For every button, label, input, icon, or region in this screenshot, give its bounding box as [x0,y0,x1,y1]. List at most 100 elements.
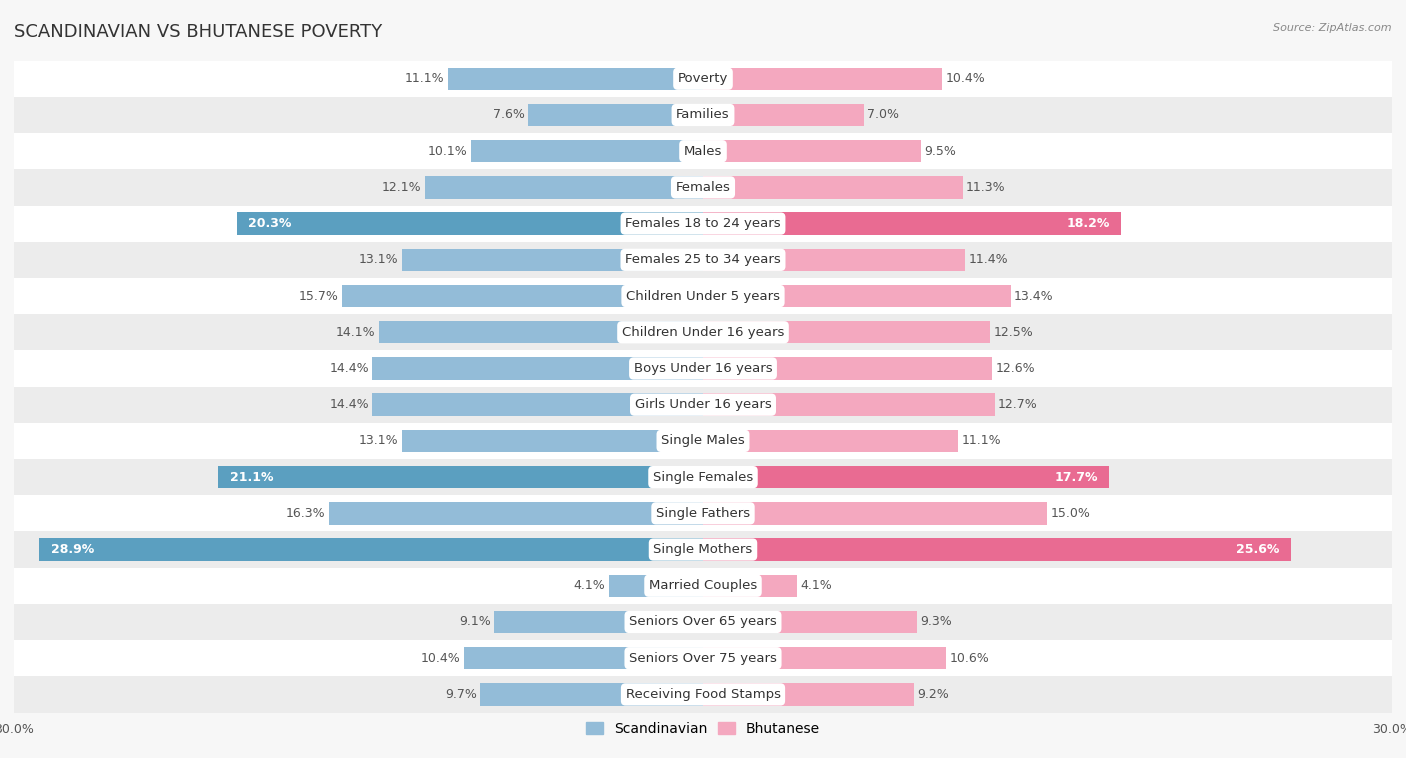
Bar [464,647,703,669]
Bar [14,350,1392,387]
Text: 9.1%: 9.1% [458,615,491,628]
Text: SCANDINAVIAN VS BHUTANESE POVERTY: SCANDINAVIAN VS BHUTANESE POVERTY [14,23,382,41]
Text: Single Mothers: Single Mothers [654,543,752,556]
Text: Single Males: Single Males [661,434,745,447]
Bar [703,357,993,380]
Bar [14,423,1392,459]
Text: 4.1%: 4.1% [574,579,606,592]
Bar [14,278,1392,314]
Bar [703,104,863,126]
Text: 12.1%: 12.1% [382,181,422,194]
Bar [39,538,703,561]
Text: Single Fathers: Single Fathers [657,507,749,520]
Text: Receiving Food Stamps: Receiving Food Stamps [626,688,780,701]
Bar [236,212,703,235]
Text: Source: ZipAtlas.com: Source: ZipAtlas.com [1274,23,1392,33]
Bar [703,212,1121,235]
Bar [703,176,963,199]
Bar [402,249,703,271]
Text: 9.2%: 9.2% [918,688,949,701]
Text: 15.0%: 15.0% [1050,507,1091,520]
Text: 10.1%: 10.1% [427,145,468,158]
Bar [703,647,946,669]
Bar [373,357,703,380]
Text: 28.9%: 28.9% [51,543,94,556]
Bar [703,430,957,452]
Text: 10.4%: 10.4% [420,652,461,665]
Text: Poverty: Poverty [678,72,728,85]
Text: 13.1%: 13.1% [359,253,399,266]
Bar [14,61,1392,97]
Text: 11.4%: 11.4% [969,253,1008,266]
Text: Females: Females [675,181,731,194]
Bar [14,133,1392,169]
Text: 15.7%: 15.7% [299,290,339,302]
Text: 14.4%: 14.4% [329,398,368,411]
Bar [14,314,1392,350]
Bar [373,393,703,416]
Text: Seniors Over 65 years: Seniors Over 65 years [628,615,778,628]
Bar [14,242,1392,278]
Text: Boys Under 16 years: Boys Under 16 years [634,362,772,375]
Text: 4.1%: 4.1% [800,579,832,592]
Bar [14,459,1392,495]
Bar [703,538,1291,561]
Text: 12.7%: 12.7% [998,398,1038,411]
Bar [14,531,1392,568]
Bar [703,466,1109,488]
Legend: Scandinavian, Bhutanese: Scandinavian, Bhutanese [581,716,825,741]
Text: 10.6%: 10.6% [950,652,990,665]
Bar [703,575,797,597]
Text: 20.3%: 20.3% [249,217,291,230]
Text: 11.1%: 11.1% [405,72,444,85]
Bar [425,176,703,199]
Bar [703,249,965,271]
Bar [703,683,914,706]
Text: Single Females: Single Females [652,471,754,484]
Text: Males: Males [683,145,723,158]
Bar [14,387,1392,423]
Text: 12.6%: 12.6% [995,362,1035,375]
Text: 9.3%: 9.3% [920,615,952,628]
Bar [703,502,1047,525]
Text: 13.1%: 13.1% [359,434,399,447]
Bar [703,140,921,162]
Text: 11.1%: 11.1% [962,434,1001,447]
Bar [14,568,1392,604]
Text: 18.2%: 18.2% [1066,217,1109,230]
Text: 11.3%: 11.3% [966,181,1005,194]
Bar [329,502,703,525]
Bar [380,321,703,343]
Text: 14.4%: 14.4% [329,362,368,375]
Bar [14,205,1392,242]
Bar [14,495,1392,531]
Bar [703,321,990,343]
Bar [14,676,1392,713]
Text: 16.3%: 16.3% [285,507,325,520]
Bar [481,683,703,706]
Text: Married Couples: Married Couples [650,579,756,592]
Text: 10.4%: 10.4% [945,72,986,85]
Bar [703,67,942,90]
Bar [14,604,1392,640]
Bar [218,466,703,488]
Bar [703,285,1011,307]
Text: 7.6%: 7.6% [494,108,524,121]
Text: 7.0%: 7.0% [868,108,900,121]
Bar [703,611,917,633]
Text: 12.5%: 12.5% [994,326,1033,339]
Text: Females 18 to 24 years: Females 18 to 24 years [626,217,780,230]
Bar [14,97,1392,133]
Bar [703,393,994,416]
Bar [449,67,703,90]
Bar [343,285,703,307]
Bar [14,640,1392,676]
Text: 14.1%: 14.1% [336,326,375,339]
Text: 9.7%: 9.7% [444,688,477,701]
Bar [529,104,703,126]
Text: 17.7%: 17.7% [1054,471,1098,484]
Text: Females 25 to 34 years: Females 25 to 34 years [626,253,780,266]
Bar [494,611,703,633]
Text: Children Under 16 years: Children Under 16 years [621,326,785,339]
Text: 21.1%: 21.1% [231,471,273,484]
